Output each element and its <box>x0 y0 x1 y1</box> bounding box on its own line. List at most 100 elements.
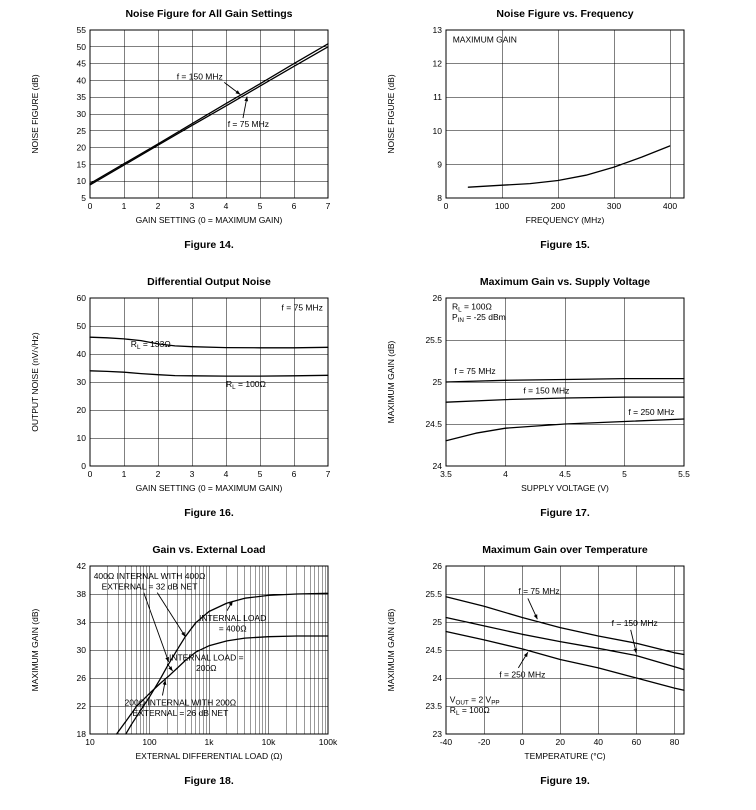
chart-title: Maximum Gain over Temperature <box>482 544 648 556</box>
figure-14-noise-figure-vs-gain: Noise Figure for All Gain Settings 0 1 2 3 4… <box>24 6 364 274</box>
svg-text:f = 75 MHz: f = 75 MHz <box>282 303 323 313</box>
svg-text:34: 34 <box>77 617 87 627</box>
svg-text:80: 80 <box>670 737 680 747</box>
chart-plot-max-gain-vs-supply-voltage: 3.5 4 4.5 5 5.5 24 24.5 25 25.5 26 SUPPLY VOLTAGE … <box>386 293 690 493</box>
svg-text:f = 150 MHz: f = 150 MHz <box>523 385 569 395</box>
svg-text:INTERNAL LOAD: INTERNAL LOAD <box>199 613 266 623</box>
svg-text:200Ω INTERNAL WITH 200Ω: 200Ω INTERNAL WITH 200Ω <box>125 698 237 708</box>
svg-text:7: 7 <box>326 469 331 479</box>
svg-text:24.5: 24.5 <box>425 419 442 429</box>
svg-text:5: 5 <box>622 469 627 479</box>
svg-text:35: 35 <box>77 92 87 102</box>
svg-text:1: 1 <box>122 469 127 479</box>
svg-text:15: 15 <box>77 159 87 169</box>
svg-text:40: 40 <box>77 75 87 85</box>
svg-text:30: 30 <box>77 109 87 119</box>
svg-text:RL = 133Ω: RL = 133Ω <box>131 339 171 351</box>
svg-text:RL = 100Ω: RL = 100Ω <box>452 301 492 313</box>
svg-text:60: 60 <box>77 293 87 303</box>
svg-text:EXTERNAL DIFFERENTIAL LOAD (Ω): EXTERNAL DIFFERENTIAL LOAD (Ω) <box>136 751 283 761</box>
figure-16-differential-output-noise: Differential Output Noise 0 1 2 3 4 5 6 7 0 10 20 3… <box>24 274 364 542</box>
svg-text:42: 42 <box>77 561 87 571</box>
svg-text:45: 45 <box>77 59 87 69</box>
svg-text:25: 25 <box>77 126 87 136</box>
svg-text:GAIN SETTING (0 = MAXIMUM GAIN: GAIN SETTING (0 = MAXIMUM GAIN) <box>136 483 283 493</box>
figure-18-gain-vs-external-load: Gain vs. External Load 10 100 1k 10k 100k 18 2… <box>24 542 364 810</box>
svg-text:10: 10 <box>433 126 443 136</box>
chart-plot-max-gain-over-temperature: -40 -20 0 20 40 60 80 23 23.5 24 24.5 25 25.5 26 TEMPE… <box>386 561 685 761</box>
svg-text:9: 9 <box>437 159 442 169</box>
figure-caption: Figure 17. <box>540 507 590 519</box>
svg-text:MAXIMUM GAIN (dB): MAXIMUM GAIN (dB) <box>386 341 396 424</box>
svg-text:NOISE FIGURE (dB): NOISE FIGURE (dB) <box>30 74 40 154</box>
svg-text:8: 8 <box>437 193 442 203</box>
svg-text:12: 12 <box>433 59 443 69</box>
figure-caption: Figure 14. <box>184 239 234 251</box>
svg-text:50: 50 <box>77 42 87 52</box>
chart-title: Noise Figure for All Gain Settings <box>125 8 293 20</box>
svg-text:30: 30 <box>77 645 87 655</box>
svg-text:-20: -20 <box>478 737 491 747</box>
svg-text:f = 75 MHz: f = 75 MHz <box>228 119 269 129</box>
svg-text:VOUT = 2 VPP: VOUT = 2 VPP <box>450 694 500 706</box>
svg-text:3.5: 3.5 <box>440 469 452 479</box>
chart-plot-noise-figure-vs-frequency: 0 100 200 300 400 8 9 10 11 12 13 FREQUENCY (MHz) NO… <box>386 25 685 225</box>
svg-text:10k: 10k <box>262 737 276 747</box>
svg-text:SUPPLY VOLTAGE (V): SUPPLY VOLTAGE (V) <box>521 483 609 493</box>
svg-text:25: 25 <box>433 617 443 627</box>
svg-text:22: 22 <box>77 701 87 711</box>
svg-text:OUTPUT NOISE (nV/√Hz): OUTPUT NOISE (nV/√Hz) <box>30 332 40 432</box>
svg-text:20: 20 <box>556 737 566 747</box>
svg-text:MAXIMUM GAIN (dB): MAXIMUM GAIN (dB) <box>386 609 396 692</box>
svg-text:5: 5 <box>81 193 86 203</box>
svg-text:4: 4 <box>224 201 229 211</box>
svg-text:EXTERNAL = 26 dB NET: EXTERNAL = 26 dB NET <box>132 708 228 718</box>
svg-text:26: 26 <box>433 561 443 571</box>
svg-text:2: 2 <box>156 469 161 479</box>
svg-text:13: 13 <box>433 25 443 35</box>
svg-text:25: 25 <box>433 377 443 387</box>
chart-title: Gain vs. External Load <box>152 544 266 556</box>
svg-text:400Ω INTERNAL WITH 400Ω: 400Ω INTERNAL WITH 400Ω <box>94 571 206 581</box>
figure-caption: Figure 18. <box>184 775 234 787</box>
figure-19-max-gain-over-temperature: Maximum Gain over Temperature -40 -20 0 20 4… <box>380 542 720 810</box>
chart-title: Noise Figure vs. Frequency <box>496 8 634 20</box>
svg-text:0: 0 <box>520 737 525 747</box>
svg-text:1: 1 <box>122 201 127 211</box>
svg-text:10: 10 <box>85 737 95 747</box>
figure-caption: Figure 15. <box>540 239 590 251</box>
svg-text:200: 200 <box>551 201 565 211</box>
svg-text:100k: 100k <box>319 737 338 747</box>
svg-text:5: 5 <box>258 469 263 479</box>
svg-text:400: 400 <box>663 201 677 211</box>
svg-text:6: 6 <box>292 201 297 211</box>
svg-text:GAIN SETTING (0 = MAXIMUM GAIN: GAIN SETTING (0 = MAXIMUM GAIN) <box>136 215 283 225</box>
svg-text:60: 60 <box>632 737 642 747</box>
figure-15-noise-figure-vs-frequency: Noise Figure vs. Frequency 0 100 200 300 400… <box>380 6 720 274</box>
svg-text:0: 0 <box>88 469 93 479</box>
svg-text:24.5: 24.5 <box>425 645 442 655</box>
svg-text:4: 4 <box>503 469 508 479</box>
svg-text:2: 2 <box>156 201 161 211</box>
svg-text:0: 0 <box>88 201 93 211</box>
chart-plot-differential-output-noise: 0 1 2 3 4 5 6 7 0 10 20 30 40 50 60 GAIN SETTING (0 = M… <box>30 293 331 493</box>
svg-text:f = 250 MHz: f = 250 MHz <box>628 407 674 417</box>
svg-text:MAXIMUM GAIN (dB): MAXIMUM GAIN (dB) <box>30 609 40 692</box>
svg-text:MAXIMUM GAIN: MAXIMUM GAIN <box>453 34 517 44</box>
svg-text:50: 50 <box>77 321 87 331</box>
svg-text:24: 24 <box>433 673 443 683</box>
svg-text:18: 18 <box>77 729 87 739</box>
svg-text:3: 3 <box>190 469 195 479</box>
svg-text:300: 300 <box>607 201 621 211</box>
svg-text:RL = 100Ω: RL = 100Ω <box>450 705 490 717</box>
svg-text:4: 4 <box>224 469 229 479</box>
svg-text:TEMPERATURE (°C): TEMPERATURE (°C) <box>524 751 605 761</box>
figure-caption: Figure 19. <box>540 775 590 787</box>
svg-text:200Ω: 200Ω <box>196 663 217 673</box>
svg-text:4.5: 4.5 <box>559 469 571 479</box>
chart-title: Maximum Gain vs. Supply Voltage <box>479 276 651 288</box>
svg-text:INTERNAL LOAD =: INTERNAL LOAD = <box>169 653 244 663</box>
svg-text:EXTERNAL = 32 dB NET: EXTERNAL = 32 dB NET <box>102 581 198 591</box>
svg-text:55: 55 <box>77 25 87 35</box>
